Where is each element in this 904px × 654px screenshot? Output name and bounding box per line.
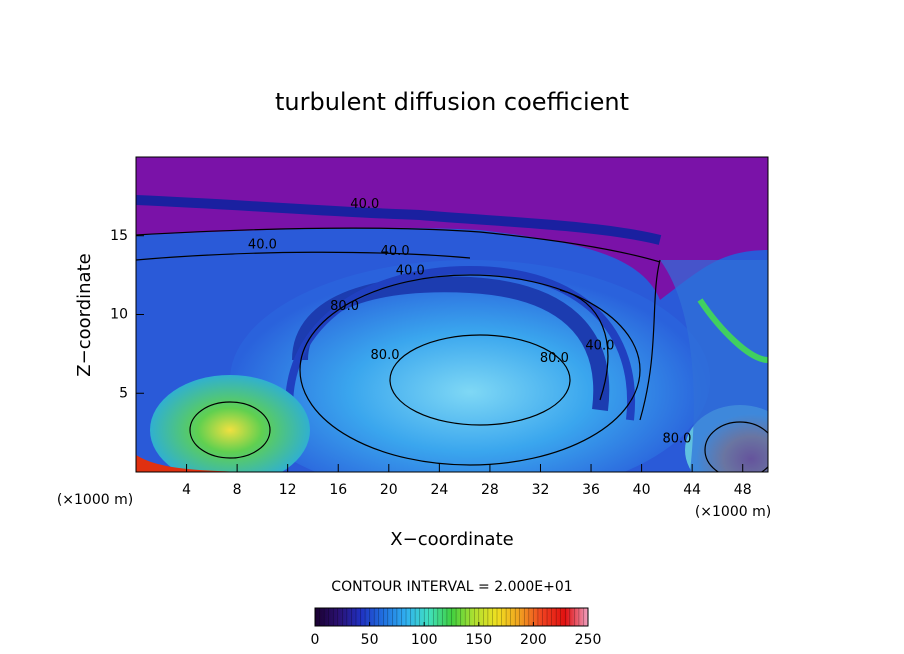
chart-title: turbulent diffusion coefficient — [275, 88, 629, 116]
x-tick-label: 36 — [582, 482, 600, 498]
colorbar-tick-label: 200 — [520, 632, 547, 648]
colorbar-tick-label: 50 — [361, 632, 379, 648]
x-tick-label: 24 — [430, 482, 448, 498]
x-unit-label: (×1000 m) — [695, 504, 771, 520]
contour-label: 40.0 — [248, 238, 277, 253]
contour-label: 40.0 — [585, 339, 614, 354]
contour-label: 40.0 — [381, 244, 410, 259]
colorbar-tick-label: 150 — [465, 632, 492, 648]
contour-label: 80.0 — [371, 348, 400, 363]
x-tick-label: 40 — [633, 482, 651, 498]
contour-label: 80.0 — [330, 299, 359, 314]
x-unit-label: (×1000 m) — [57, 492, 133, 508]
x-tick-label: 28 — [481, 482, 499, 498]
y-axis-label: Z−coordinate — [74, 253, 95, 376]
x-tick-label: 8 — [233, 482, 242, 498]
contour-label: 80.0 — [663, 431, 692, 446]
colorbar-tick-label: 100 — [411, 632, 438, 648]
contour-label: 40.0 — [396, 264, 425, 279]
x-tick-label: 48 — [734, 482, 752, 498]
colorbar-tick-label: 0 — [311, 632, 320, 648]
y-tick-label: 5 — [119, 385, 128, 401]
y-tick-label: 15 — [110, 228, 128, 244]
contour-label: 40.0 — [350, 197, 379, 212]
contour-field — [136, 157, 768, 472]
x-tick-label: 4 — [182, 482, 191, 498]
x-axis-label: X−coordinate — [390, 529, 513, 550]
colorbar-tick-label: 250 — [575, 632, 602, 648]
x-tick-label: 32 — [532, 482, 550, 498]
x-tick-label: 16 — [329, 482, 347, 498]
x-tick-label: 20 — [380, 482, 398, 498]
x-tick-label: 12 — [279, 482, 297, 498]
y-tick-label: 10 — [110, 307, 128, 323]
contour-interval-label: CONTOUR INTERVAL = 2.000E+01 — [331, 579, 572, 595]
contour-label: 80.0 — [540, 351, 569, 366]
x-tick-label: 44 — [683, 482, 701, 498]
